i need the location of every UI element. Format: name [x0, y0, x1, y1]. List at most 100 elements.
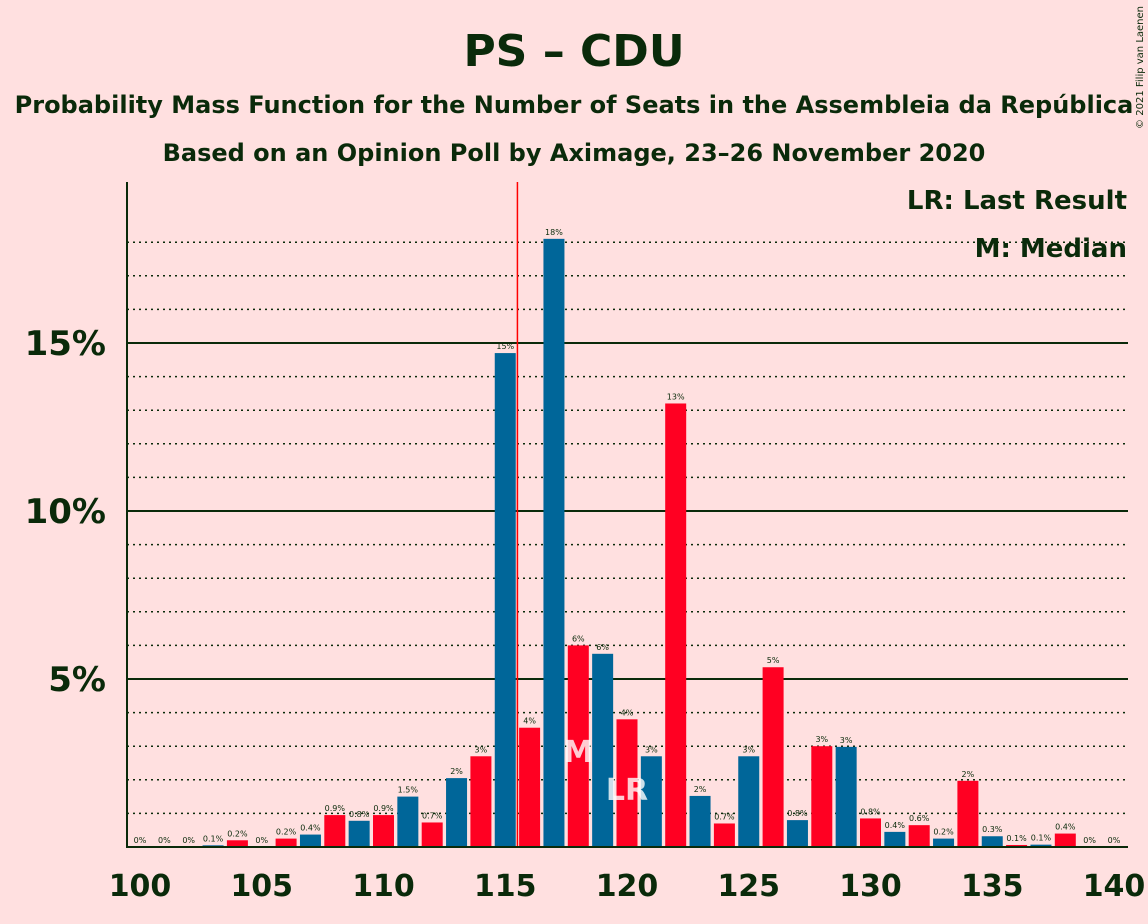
bar-value-label: 3% [475, 745, 488, 754]
bar-value-label: 0% [182, 836, 195, 845]
x-tick-label: 105 [230, 869, 293, 904]
bar [275, 838, 297, 847]
bar-value-label: 0.1% [1006, 834, 1027, 843]
bar [689, 795, 711, 847]
bar-value-label: 0% [158, 836, 171, 845]
bar [933, 838, 955, 847]
bar-value-label: 0.3% [982, 825, 1003, 834]
bar [324, 815, 346, 847]
bar-value-label: 4% [621, 708, 634, 717]
x-tick-label: 140 [1083, 869, 1146, 904]
x-tick-label: 130 [839, 869, 902, 904]
bar-value-label: 3% [840, 736, 853, 745]
bar [397, 796, 419, 847]
bar [811, 746, 833, 847]
bar [1030, 844, 1052, 847]
bar-value-label: 2% [962, 770, 975, 779]
bar-value-label: 0.9% [325, 804, 346, 813]
bar [519, 727, 541, 847]
bar [957, 780, 979, 847]
bar-value-label: 6% [572, 634, 585, 643]
bar [908, 825, 930, 847]
copyright-notice: © 2021 Filip van Laenen [1135, 6, 1146, 129]
bar-value-label: 0.1% [203, 834, 224, 843]
chart-source-subtitle: Based on an Opinion Poll by Aximage, 23–… [163, 139, 986, 167]
bar-value-label: 4% [523, 717, 536, 726]
bar-value-label: 0.8% [860, 807, 881, 816]
bar-value-label: 0% [255, 836, 268, 845]
x-tick-label: 125 [717, 869, 780, 904]
bar [713, 823, 735, 847]
bar-value-label: 3% [815, 735, 828, 744]
bar [884, 831, 906, 847]
axis-ticks: 5% 10% 15% 100 105 110 115 120 125 130 135 140 [25, 324, 1146, 904]
bar [470, 756, 492, 847]
bar-value-label: 3% [645, 745, 658, 754]
legend-median: M: Median [975, 234, 1127, 264]
bar-value-label: 0.8% [787, 809, 808, 818]
median-marker: M [563, 735, 593, 770]
bar-value-label: 0% [1083, 836, 1096, 845]
bar-value-label: 0.6% [909, 814, 930, 823]
bar [786, 820, 808, 847]
bar [348, 820, 370, 847]
bar [665, 403, 687, 847]
bar-value-label: 15% [496, 342, 514, 351]
x-tick-label: 115 [474, 869, 537, 904]
bar-value-label: 0% [1108, 836, 1121, 845]
bar-value-labels: 0% 0% 0% 0.1%0.2%0%0.2% 0.4%0.9%0.8%0.9%1.5%… [134, 228, 1121, 845]
x-tick-label: 120 [596, 869, 659, 904]
bar [860, 818, 881, 847]
bar-value-label: 6% [596, 643, 609, 652]
bar [981, 836, 1003, 847]
bar [762, 667, 784, 847]
bar [640, 756, 662, 847]
bar [1006, 844, 1028, 847]
bar [738, 756, 760, 847]
bar-value-label: 0.4% [885, 821, 906, 830]
bar [592, 653, 614, 847]
bar-value-label: 0.4% [1055, 823, 1076, 832]
bar [373, 815, 394, 847]
last-result-marker: LR [606, 773, 648, 808]
bar-value-label: 0.2% [933, 828, 954, 837]
x-tick-label: 100 [109, 869, 172, 904]
bar-value-label: 0.2% [276, 828, 297, 837]
bar [543, 238, 565, 848]
bar-value-label: 3% [742, 745, 755, 754]
bar-series [202, 238, 1076, 848]
bar [616, 719, 638, 847]
bar [299, 834, 321, 847]
x-tick-label: 110 [352, 869, 415, 904]
chart-subtitle: Probability Mass Function for the Number… [15, 91, 1134, 119]
bar [421, 822, 443, 847]
bar [1054, 833, 1076, 847]
x-tick-label: 135 [961, 869, 1024, 904]
bar-value-label: 18% [545, 228, 563, 237]
bar-value-label: 0.1% [1031, 834, 1052, 843]
bar-value-label: 0.7% [422, 811, 443, 820]
bar [835, 746, 857, 847]
bar-value-label: 13% [667, 392, 685, 401]
bar [567, 645, 589, 847]
bar-value-label: 0.9% [373, 804, 394, 813]
bar-value-label: 1.5% [398, 786, 419, 795]
bar [226, 840, 248, 847]
bar-value-label: 2% [694, 785, 707, 794]
bar [494, 353, 516, 847]
bar-value-label: 0.7% [714, 812, 735, 821]
gridlines [127, 241, 1128, 815]
y-tick-label: 15% [25, 324, 106, 364]
bar-value-label: 2% [450, 767, 463, 776]
bar-value-label: 0.8% [349, 810, 370, 819]
chart-title: PS – CDU [463, 26, 684, 77]
bar [446, 778, 468, 847]
bar-value-label: 0.4% [300, 824, 321, 833]
bar-value-label: 5% [767, 656, 780, 665]
bar-value-label: 0.2% [227, 829, 248, 838]
y-tick-label: 5% [48, 660, 106, 700]
y-tick-label: 10% [25, 492, 106, 532]
bar-value-label: 0% [134, 836, 147, 845]
legend-last-result: LR: Last Result [907, 186, 1127, 216]
